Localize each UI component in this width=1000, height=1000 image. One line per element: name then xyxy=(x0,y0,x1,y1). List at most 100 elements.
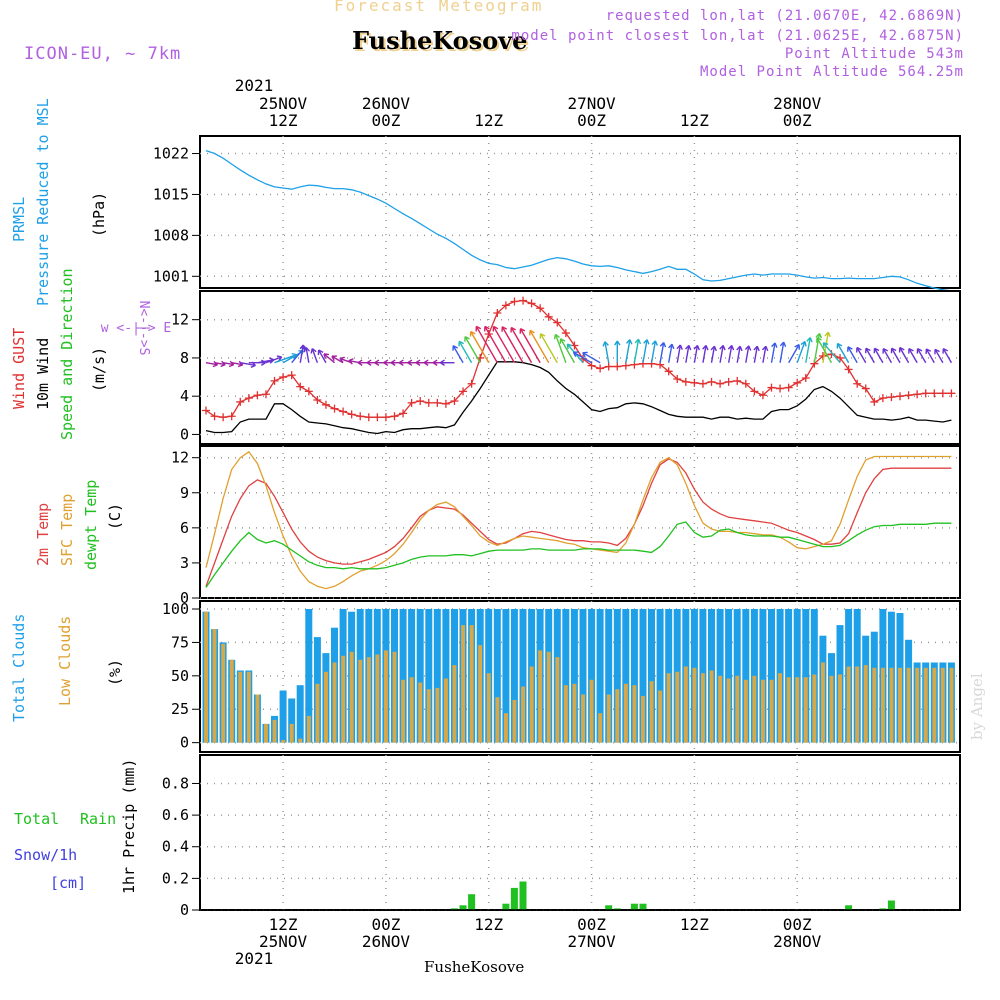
bar-low-clouds xyxy=(701,673,705,743)
y-tick-label: 0 xyxy=(180,901,189,919)
wind-arrow xyxy=(873,347,884,364)
wind-arrow xyxy=(475,326,498,364)
wind-arrow-head xyxy=(882,347,889,354)
gust-marker xyxy=(758,391,767,400)
wind-arrow xyxy=(484,326,507,364)
bar-low-clouds xyxy=(641,695,645,743)
y-tick-label: 25 xyxy=(171,700,189,718)
wind-arrow xyxy=(299,344,305,363)
wind-arrow xyxy=(501,326,524,364)
bar-low-clouds xyxy=(495,697,500,743)
wind-arrow-head xyxy=(873,347,880,354)
bar-low-clouds xyxy=(469,625,474,743)
bar-low-clouds xyxy=(863,665,868,743)
gust-marker xyxy=(750,387,759,396)
bar-total-clouds xyxy=(768,609,775,743)
wind-arrow xyxy=(231,362,243,366)
gust-marker xyxy=(424,398,433,407)
wind-arrow-head xyxy=(602,341,609,347)
wind-arrow-head xyxy=(439,359,445,366)
gust-marker xyxy=(870,397,879,406)
wind-arrow xyxy=(470,331,490,364)
bar-low-clouds xyxy=(298,738,303,743)
wind-arrow-head xyxy=(779,341,787,348)
bar-total-rain xyxy=(519,881,527,910)
gust-marker xyxy=(313,396,322,405)
point-altitude: Point Altitude 543m xyxy=(784,46,964,62)
y-tick-label: 100 xyxy=(162,600,189,618)
bar-total-clouds xyxy=(425,609,433,743)
bar-low-clouds xyxy=(272,719,277,743)
y-tick-label: 8 xyxy=(180,349,189,367)
gust-marker xyxy=(724,377,733,386)
bar-total-clouds xyxy=(562,609,570,743)
precip-rain-label: Rain xyxy=(80,810,117,828)
wind-arrow xyxy=(676,344,682,363)
bar-total-clouds xyxy=(305,609,313,743)
gust-marker xyxy=(664,367,673,376)
wind-arrow xyxy=(719,345,724,363)
bar-low-clouds xyxy=(504,713,508,743)
wind-arrow-head xyxy=(806,337,813,343)
y-tick-label: 0 xyxy=(180,425,189,443)
y-tick-label: 75 xyxy=(171,633,189,651)
wind-arrow-head xyxy=(452,345,458,351)
wind-arrow xyxy=(693,345,699,363)
bar-low-clouds xyxy=(898,667,902,743)
bar-low-clouds xyxy=(435,687,440,743)
y-tick-label: 1001 xyxy=(153,267,189,285)
wind-arrow xyxy=(274,354,297,364)
bar-total-rain xyxy=(459,905,467,910)
wind-arrow xyxy=(899,347,910,364)
bar-low-clouds xyxy=(838,674,842,743)
bar-low-clouds xyxy=(229,659,234,743)
wind-arrow-head xyxy=(374,359,380,366)
axis-label-line: 12Z xyxy=(474,111,504,130)
bar-low-clouds xyxy=(306,715,311,743)
gust-marker xyxy=(887,393,896,402)
bar-low-clouds xyxy=(563,685,568,743)
wind-arrow-head xyxy=(847,346,853,352)
bar-low-clouds xyxy=(212,629,217,743)
bar-total-rain xyxy=(639,903,647,910)
bar-total-clouds xyxy=(502,609,510,743)
axis-label-line: 28NOV xyxy=(773,94,822,113)
y-tick-label: 0 xyxy=(180,589,189,607)
wind-arrow-head xyxy=(816,337,822,343)
gust-marker xyxy=(261,390,270,399)
series-line-10m-wind xyxy=(205,361,952,435)
bar-low-clouds xyxy=(949,667,954,743)
bar-low-clouds xyxy=(649,681,654,743)
gust-marker xyxy=(681,377,690,386)
wind-arrow xyxy=(847,346,858,364)
wind-arrow xyxy=(214,362,226,366)
gust-marker xyxy=(244,394,253,403)
bar-total-clouds xyxy=(742,609,750,743)
wind-arrow xyxy=(625,339,631,363)
wind-arrow-head xyxy=(432,359,438,366)
gust-marker xyxy=(776,384,785,393)
wind-arrow-head xyxy=(383,359,389,366)
wind-arrow-head xyxy=(475,325,482,332)
gust-marker xyxy=(399,409,408,418)
wind-arrow xyxy=(822,342,841,364)
gust-marker xyxy=(433,398,442,407)
gust-marker xyxy=(853,379,862,388)
axis-label-line: 12Z xyxy=(679,111,709,130)
top-axis-label: 26NOV 00Z xyxy=(346,95,426,129)
wind-arrow xyxy=(318,349,327,364)
gust-marker xyxy=(236,397,245,406)
wind-arrow-head xyxy=(415,359,421,366)
bar-low-clouds xyxy=(778,673,782,743)
wind-arrow-head xyxy=(559,338,566,344)
wind-arrow xyxy=(529,330,550,364)
axis-label-line: 12Z xyxy=(679,915,709,934)
y-tick-label: 9 xyxy=(180,484,189,502)
wind-arrow xyxy=(762,346,767,363)
gust-marker xyxy=(339,407,348,416)
compass-horizontal-label: w <-|-> E xyxy=(101,321,171,336)
bar-low-clouds xyxy=(881,667,885,743)
bar-low-clouds xyxy=(478,645,483,743)
bar-low-clouds xyxy=(623,683,628,743)
bar-low-clouds xyxy=(709,670,714,743)
